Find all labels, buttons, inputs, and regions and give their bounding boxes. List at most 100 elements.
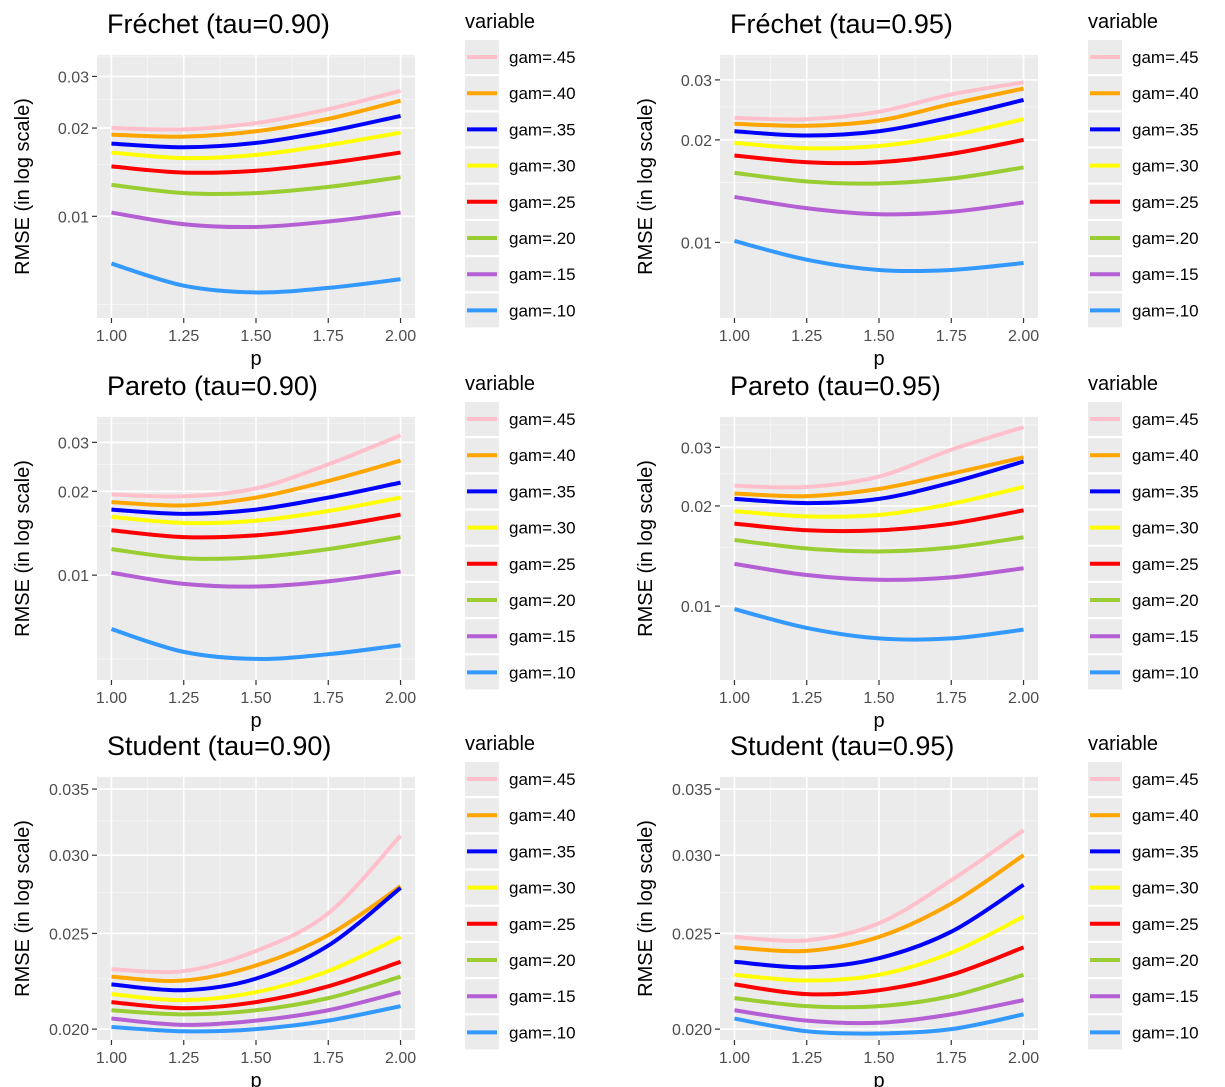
series-line-gam40: [734, 853, 1025, 954]
x-axis-title: p: [873, 348, 884, 370]
chart-title: Student (tau=0.95): [730, 731, 954, 761]
series-line-gam25: [734, 508, 1024, 534]
legend-label: gam=.15: [509, 987, 576, 1006]
series-line-gam10: [111, 1004, 401, 1034]
legend-label: gam=.10: [509, 301, 576, 320]
series-line-gam30: [111, 495, 401, 526]
legend-label: gam=.15: [509, 627, 576, 646]
x-tick-label: 1.50: [240, 690, 271, 707]
legend-label: gam=.30: [1132, 519, 1199, 538]
y-tick-label: 0.025: [49, 926, 89, 943]
series-line-gam45: [734, 425, 1025, 490]
x-tick-label: 1.00: [719, 690, 750, 707]
legend-label: gam=.35: [1132, 842, 1199, 861]
legend-label: gam=.25: [1132, 915, 1199, 934]
y-tick-label: 0.02: [681, 499, 712, 516]
legend-label: gam=.25: [509, 555, 576, 574]
series-line-gam35: [111, 886, 402, 993]
x-tick-label: 2.00: [1008, 328, 1039, 345]
chart-panel-6: 1.00 1.25 1.50 1.75 2.00 0.020 0.025 0.030 0.035…: [635, 731, 1199, 1087]
x-axis-title: p: [873, 1070, 884, 1087]
chart-panel-5: 1.00 1.25 1.50 1.75 2.00 0.020 0.025 0.030 0.035…: [12, 731, 576, 1087]
series-line-gam40: [111, 98, 402, 139]
chart-title: Pareto (tau=0.90): [107, 371, 318, 401]
x-tick-label: 2.00: [385, 328, 416, 345]
y-tick-label: 0.02: [58, 484, 89, 501]
legend-title: variable: [465, 733, 535, 755]
series-line-gam20: [111, 175, 401, 197]
series-line-gam10: [110, 261, 401, 295]
y-tick-label: 0.030: [49, 848, 89, 865]
x-tick-label: 2.00: [1008, 1050, 1039, 1067]
legend-label: gam=.35: [509, 120, 576, 139]
y-tick-label: 0.035: [49, 782, 89, 799]
y-tick-label: 0.01: [681, 235, 712, 252]
series-line-gam25: [111, 150, 401, 175]
series-line-gam30: [111, 130, 401, 161]
legend-label: gam=.10: [1132, 663, 1199, 682]
series-line-gam15: [734, 561, 1024, 582]
legend-label: gam=.45: [1132, 770, 1199, 789]
chart-panel-4: 1.00 1.25 1.50 1.75 2.00 0.01 0.02 0.03 Pareto (…: [635, 371, 1199, 732]
series-line-gam10: [733, 607, 1024, 642]
series-line-gam20: [111, 974, 402, 1017]
y-tick-label: 0.02: [58, 121, 89, 138]
y-tick-label: 0.02: [681, 133, 712, 150]
legend-label: gam=.30: [509, 519, 576, 538]
x-tick-label: 1.25: [168, 690, 199, 707]
series-line-gam10: [733, 239, 1024, 274]
legend-label: gam=.30: [509, 157, 576, 176]
x-tick-label: 1.25: [168, 328, 199, 345]
series-line-gam25: [734, 945, 1025, 997]
x-tick-label: 1.75: [936, 690, 967, 707]
legend-label: gam=.30: [509, 879, 576, 898]
legend-title: variable: [1088, 373, 1158, 395]
legend-title: variable: [1088, 733, 1158, 755]
x-tick-label: 1.75: [313, 690, 344, 707]
series-line-gam25: [111, 959, 402, 1011]
legend-label: gam=.30: [1132, 157, 1199, 176]
legend-label: gam=.10: [509, 1023, 576, 1042]
series-line-gam15: [111, 569, 401, 589]
legend-label: gam=.20: [509, 229, 576, 248]
x-tick-label: 1.00: [96, 1050, 127, 1067]
x-tick-label: 1.00: [719, 328, 750, 345]
y-tick-label: 0.01: [681, 599, 712, 616]
series-line-gam45: [734, 828, 1025, 943]
legend-label: gam=.20: [1132, 591, 1199, 610]
y-tick-label: 0.03: [58, 435, 89, 452]
series-line-gam35: [111, 113, 401, 150]
y-axis-title: RMSE (in log scale): [12, 820, 34, 997]
legend-label: gam=.35: [1132, 120, 1199, 139]
x-tick-label: 1.75: [936, 328, 967, 345]
series-line-gam25: [111, 512, 401, 540]
x-tick-label: 1.75: [313, 328, 344, 345]
legend-title: variable: [1088, 11, 1158, 33]
legend-label: gam=.10: [1132, 1023, 1199, 1042]
y-tick-label: 0.020: [49, 1022, 89, 1039]
y-tick-label: 0.03: [681, 440, 712, 457]
y-tick-label: 0.01: [58, 568, 89, 585]
series-line-gam35: [734, 459, 1025, 506]
legend-label: gam=.25: [1132, 193, 1199, 212]
y-tick-label: 0.03: [681, 73, 712, 90]
legend-label: gam=.45: [509, 410, 576, 429]
legend-label: gam=.40: [509, 806, 576, 825]
legend-label: gam=.40: [1132, 446, 1199, 465]
chart-title: Student (tau=0.90): [107, 731, 331, 761]
x-tick-label: 1.00: [719, 1050, 750, 1067]
series-line-gam30: [734, 914, 1025, 983]
legend-label: gam=.40: [1132, 84, 1199, 103]
legend-label: gam=.25: [1132, 555, 1199, 574]
legend-label: gam=.25: [509, 193, 576, 212]
y-axis-title: RMSE (in log scale): [12, 98, 34, 275]
series-line-gam35: [111, 480, 401, 516]
legend-label: gam=.20: [509, 591, 576, 610]
series-line-gam10: [110, 627, 401, 661]
legend-label: gam=.15: [1132, 627, 1199, 646]
series-line-gam20: [111, 535, 401, 561]
series-line-gam15: [734, 194, 1024, 217]
series-line-gam20: [734, 972, 1025, 1010]
x-axis-title: p: [873, 710, 884, 732]
legend-label: gam=.45: [509, 770, 576, 789]
